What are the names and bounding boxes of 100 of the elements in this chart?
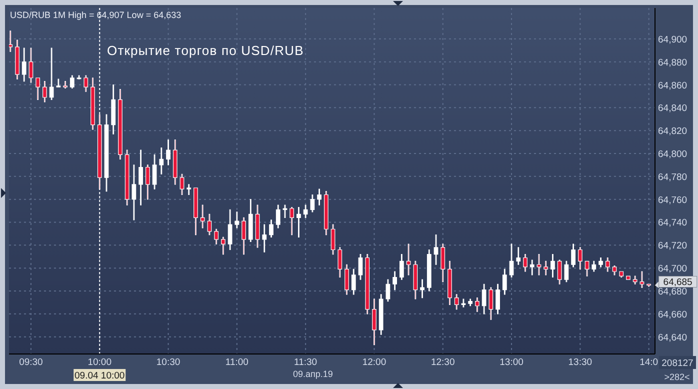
- candlestick: [488, 287, 494, 320]
- candlestick: [378, 294, 384, 335]
- candlestick: [626, 276, 630, 280]
- candlestick: [413, 260, 418, 300]
- candlestick: [90, 78, 95, 130]
- candlestick: [338, 247, 342, 278]
- candlestick: [269, 220, 274, 238]
- text: Открытие торгов по USD/RUB: [107, 43, 304, 58]
- candlestick: [468, 298, 473, 306]
- candlestick: [262, 224, 267, 252]
- candlestick: [584, 260, 590, 276]
- candlestick: [145, 164, 150, 200]
- candlestick: [221, 236, 226, 255]
- y-tick-label: 64,740: [658, 218, 688, 229]
- x-tick-label: 10:30: [156, 357, 180, 368]
- candlestick: [63, 81, 68, 88]
- candlestick: [194, 188, 198, 236]
- candlestick: [42, 81, 47, 102]
- candlestick: [111, 84, 116, 134]
- candlestick: [640, 271, 644, 288]
- y-tick-label: 64,680: [658, 286, 688, 298]
- ref-line-label: 09.04 10:00: [74, 370, 125, 382]
- candlestick: [324, 191, 328, 236]
- x-tick-label: 10:00: [88, 357, 112, 368]
- candlestick: [22, 48, 26, 82]
- x-tick-label: 11:00: [225, 357, 248, 368]
- candlestick: [454, 294, 459, 310]
- text: 208127: [662, 358, 694, 369]
- candlestick: [152, 154, 157, 190]
- candlestick: [372, 298, 376, 346]
- candlestick: [386, 279, 390, 302]
- candlestick: [228, 209, 232, 250]
- candlestick: [592, 260, 596, 272]
- annotation: 64,685: [663, 276, 692, 288]
- candlestick: [124, 150, 130, 206]
- candlestick: [296, 207, 301, 238]
- candlestick: [420, 279, 424, 298]
- candlestick: [172, 139, 178, 185]
- y-tick-label: 64,780: [658, 172, 688, 183]
- candlestick: [159, 147, 164, 174]
- candlestick: [530, 260, 534, 276]
- candlestick: [214, 228, 219, 244]
- candlestick: [28, 48, 34, 83]
- candlestick: [186, 184, 192, 196]
- candlestick: [36, 78, 40, 100]
- candlestick: [564, 260, 569, 282]
- candlestick: [557, 260, 562, 284]
- candlestick: [632, 276, 638, 284]
- candlestick: [619, 271, 624, 278]
- x-tick-label: 13:00: [500, 357, 524, 368]
- y-tick-label: 64,660: [658, 309, 688, 320]
- candlestick: [461, 298, 466, 308]
- candlestick: [426, 249, 432, 292]
- y-tick-label: 64,720: [658, 240, 688, 252]
- x-tick-label: 13:30: [568, 357, 592, 368]
- y-tick-label: 64,760: [658, 194, 688, 206]
- candlestick: [612, 265, 617, 276]
- candlestick: [440, 244, 446, 282]
- candlestick: [330, 224, 336, 255]
- candlestick: [276, 204, 280, 228]
- candlestick: [399, 254, 404, 280]
- candlestick: [448, 260, 452, 306]
- candlestick: [248, 199, 253, 242]
- candlestick: [200, 204, 205, 228]
- candlestick: [516, 247, 521, 265]
- y-tick-label: 64,640: [658, 332, 688, 344]
- candlestick: [180, 174, 184, 196]
- candlestick: [56, 78, 61, 88]
- candlestick: [406, 244, 411, 276]
- candlestick: [482, 284, 486, 314]
- candlestick: [358, 254, 363, 280]
- x-axis-title: 09.апр.19: [293, 369, 333, 379]
- annotation: USD/RUB 1M High = 64,907 Low = 64,633: [10, 10, 182, 20]
- text: >282<: [664, 372, 690, 382]
- candlestick: [544, 260, 548, 276]
- y-tick-label: 64,880: [658, 57, 688, 68]
- candlestick: [523, 254, 528, 272]
- y-tick-label: 64,900: [658, 34, 688, 46]
- y-tick-label: 64,860: [658, 80, 688, 92]
- candlestick: [344, 264, 349, 295]
- candlestick: [70, 75, 74, 88]
- candlestick: [282, 204, 288, 218]
- candlestick: [317, 188, 322, 206]
- candlestick: [365, 254, 370, 314]
- candlestick: [84, 75, 88, 92]
- candlestick: [571, 244, 576, 268]
- candlestick: [392, 271, 398, 290]
- candlestick: [132, 164, 136, 220]
- candlestick: [303, 204, 308, 218]
- candlestick: [118, 89, 122, 160]
- candlestick: [605, 257, 610, 272]
- candlestick: [15, 40, 20, 80]
- x-tick-label: 12:00: [362, 357, 386, 368]
- candlestick: [290, 207, 294, 236]
- candlestick: [242, 217, 246, 255]
- candlestick: [207, 214, 212, 236]
- y-tick-label: 64,700: [658, 264, 688, 275]
- candlestick: [646, 284, 652, 287]
- candlestick: [138, 150, 143, 206]
- candlestick: [9, 30, 13, 52]
